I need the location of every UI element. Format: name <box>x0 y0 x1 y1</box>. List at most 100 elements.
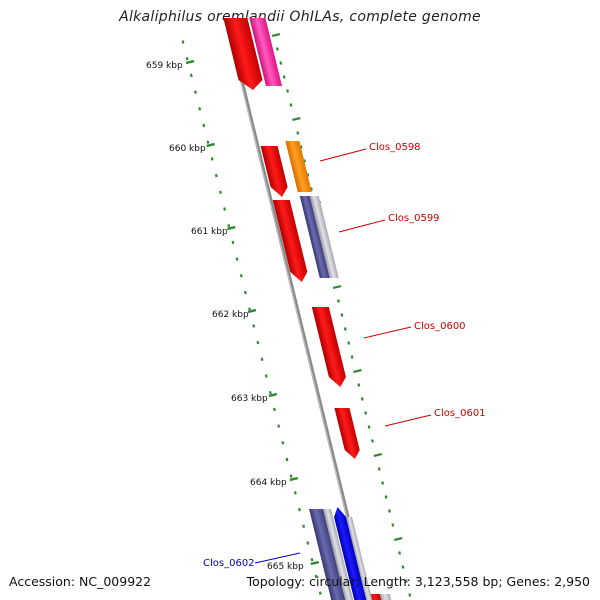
kbp-major-ticks <box>185 59 320 566</box>
scale-tick-major <box>268 392 278 398</box>
scale-tick <box>268 390 272 395</box>
scale-tick <box>314 574 318 579</box>
kbp-label: 664 kbp <box>250 478 287 488</box>
kbp-label: 665 kbp <box>267 562 304 572</box>
scale-tick <box>252 324 256 328</box>
scale-tick <box>231 240 235 245</box>
genome-backbone-highlight <box>225 19 368 600</box>
scale-tick <box>194 90 197 94</box>
scale-tick <box>298 507 301 512</box>
scale-tick <box>289 474 293 478</box>
scale-tick <box>293 491 297 495</box>
kbp-label: 661 kbp <box>191 227 228 237</box>
scale-tick <box>401 565 405 569</box>
callout-line <box>338 219 386 233</box>
gene-arrow[interactable] <box>285 141 312 192</box>
kbp-minor-ticks <box>181 40 322 595</box>
genome-summary-text: Topology: circular; Length: 3,123,558 bp… <box>246 574 590 589</box>
scale-tick <box>302 524 306 529</box>
scale-tick <box>285 457 289 462</box>
accession-text: Accession: NC_009922 <box>9 574 152 589</box>
gene-arrow[interactable] <box>223 18 265 90</box>
gene-label-clos-0601[interactable]: Clos_0601 <box>434 408 486 419</box>
scale-tick <box>198 107 202 111</box>
scale-tick <box>343 327 347 331</box>
gene-arrow[interactable] <box>260 146 290 197</box>
kbp-label: 659 kbp <box>146 61 183 71</box>
gene-label-clos-0600[interactable]: Clos_0600 <box>414 321 466 332</box>
scale-tick <box>227 223 231 228</box>
scale-tick-major <box>206 142 215 148</box>
scale-tick <box>239 274 243 278</box>
genome-title: Alkaliphilus oremlandii OhILAs, complete… <box>119 9 481 25</box>
scale-tick <box>398 551 402 555</box>
scale-tick-major <box>310 560 320 566</box>
scale-tick <box>347 341 351 345</box>
kbp-label: 663 kbp <box>231 394 268 404</box>
scale-tick-major <box>271 32 281 38</box>
scale-tick <box>275 47 279 51</box>
gene-arrow[interactable] <box>299 196 330 278</box>
scale-tick <box>377 467 381 471</box>
scale-tick <box>387 509 391 513</box>
scale-tick <box>404 579 408 583</box>
callout-line <box>363 326 412 339</box>
gene-label-clos-0599[interactable]: Clos_0599 <box>388 213 440 224</box>
scale-tick <box>273 407 276 412</box>
scale-tick <box>306 541 310 545</box>
callout-line <box>384 414 432 427</box>
scale-tick <box>282 75 286 79</box>
scale-tick <box>289 103 293 107</box>
scale-tick <box>303 159 306 163</box>
scale-tick <box>185 56 189 61</box>
scale-tick <box>202 123 206 128</box>
scale-tick <box>310 557 314 562</box>
scale-tick-major <box>247 308 257 314</box>
scale-tick <box>264 374 268 378</box>
gene-arrow[interactable] <box>334 408 361 459</box>
scale-tick <box>260 357 264 362</box>
genome-backbone <box>225 19 370 600</box>
scale-tick <box>248 307 251 311</box>
scale-tick-major <box>289 476 299 482</box>
scale-tick <box>357 383 361 387</box>
gene-arrow[interactable] <box>311 307 349 387</box>
scale-tick <box>350 355 354 359</box>
scale-tick <box>256 340 260 345</box>
gene-arrow[interactable] <box>379 594 392 600</box>
scale-tick <box>371 439 374 443</box>
scale-tick <box>337 299 340 303</box>
gene-label-clos-0602[interactable]: Clos_0602 <box>203 558 255 569</box>
gene-arrow[interactable] <box>346 517 373 600</box>
scale-tick <box>309 187 313 191</box>
gene-arrow[interactable] <box>272 200 310 282</box>
scale-tick <box>318 591 322 595</box>
scale-tick-major <box>227 225 236 231</box>
gene-arrow[interactable] <box>309 509 346 600</box>
gene-label-clos-0598[interactable]: Clos_0598 <box>369 142 421 153</box>
scale-tick-major <box>373 452 383 458</box>
gene-arrow[interactable] <box>309 196 339 278</box>
scale-tick <box>408 593 412 597</box>
scale-tick <box>364 411 368 415</box>
scale-tick <box>281 441 285 445</box>
scale-tick <box>384 495 388 499</box>
gene-arrow[interactable] <box>332 507 367 600</box>
scale-tick <box>189 73 193 78</box>
kbp-label: 662 kbp <box>212 310 249 320</box>
scale-tick <box>296 131 300 135</box>
scale-tick <box>235 257 239 261</box>
gene-arrow[interactable] <box>249 18 282 86</box>
scale-tick <box>286 89 290 93</box>
scale-tick <box>210 157 214 161</box>
scale-tick <box>360 397 364 401</box>
scale-tick <box>306 173 310 177</box>
scale-tick <box>277 424 281 428</box>
callout-line <box>319 148 367 162</box>
callout-line <box>254 552 301 564</box>
scale-tick <box>279 61 283 65</box>
gene-arrow[interactable] <box>323 509 354 600</box>
scale-tick <box>367 425 371 429</box>
